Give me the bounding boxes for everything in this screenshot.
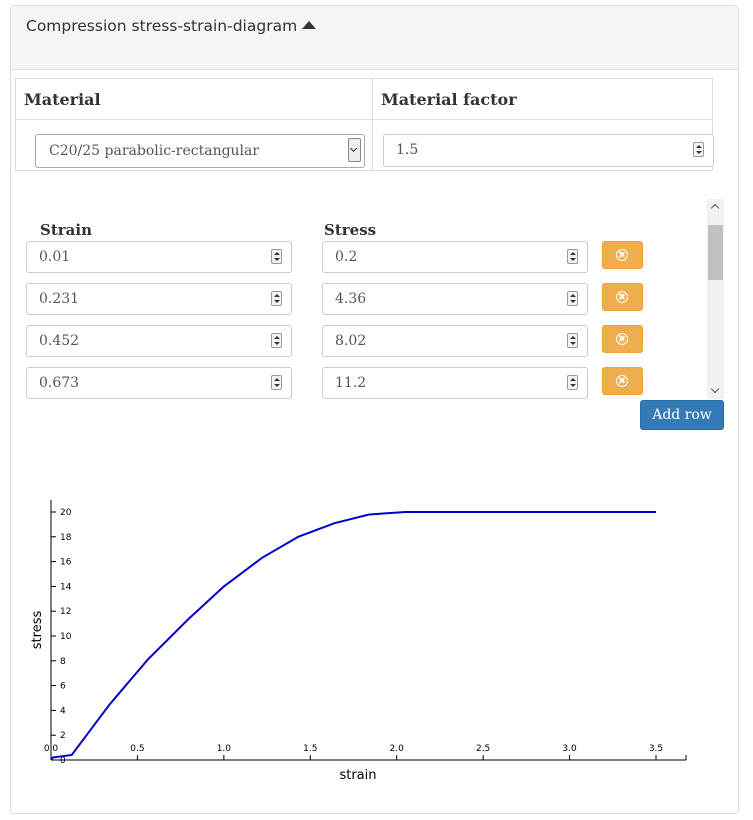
scrollbar-thumb[interactable] [708, 225, 723, 280]
stepper-icon[interactable] [693, 142, 704, 157]
strain-value: 0.01 [39, 249, 71, 265]
add-row-button[interactable]: Add row [640, 400, 724, 430]
stress-strain-line [50, 511, 656, 761]
caret-up-icon[interactable] [302, 21, 317, 29]
stress-header: Stress [324, 221, 377, 239]
strain-input[interactable]: 0.231 [26, 283, 292, 315]
stepper-icon[interactable] [567, 375, 578, 390]
remove-circle-icon [616, 375, 628, 387]
x-tick-label: 0.5 [130, 744, 144, 754]
material-factor-value: 1.5 [396, 142, 419, 158]
y-tick-label: 14 [60, 582, 72, 592]
material-select-value: C20/25 parabolic-rectangular [49, 143, 260, 159]
remove-circle-icon [616, 249, 628, 261]
panel-title[interactable]: Compression stress-strain-diagram [26, 17, 317, 35]
x-tick-label: 1.0 [217, 744, 232, 754]
stepper-icon[interactable] [271, 249, 282, 264]
panel-heading[interactable]: Compression stress-strain-diagram [11, 6, 738, 70]
y-tick-label: 10 [60, 632, 72, 642]
y-tick-label: 20 [60, 508, 72, 518]
delete-row-button[interactable] [602, 325, 643, 353]
strain-header: Strain [40, 221, 92, 239]
stress-value: 11.2 [335, 375, 367, 391]
x-tick-label: 3.5 [649, 744, 663, 754]
stepper-icon[interactable] [271, 375, 282, 390]
x-tick-label: 0.0 [44, 744, 59, 754]
delete-row-button[interactable] [602, 241, 643, 269]
stepper-icon[interactable] [271, 333, 282, 348]
stress-value: 4.36 [335, 291, 367, 307]
remove-circle-icon [616, 333, 628, 345]
remove-circle-icon [616, 291, 628, 303]
stress-input[interactable]: 8.02 [322, 325, 588, 357]
y-tick-label: 8 [60, 657, 66, 667]
y-tick-label: 4 [60, 706, 66, 716]
y-tick-label: 18 [60, 533, 72, 543]
stress-input[interactable]: 11.2 [322, 367, 588, 399]
material-header: Material [15, 78, 373, 120]
strain-value: 0.673 [39, 375, 80, 391]
stress-input[interactable]: 4.36 [322, 283, 588, 315]
delete-row-button[interactable] [602, 283, 643, 311]
x-tick-label: 2.0 [390, 744, 405, 754]
x-tick-label: 3.0 [562, 744, 577, 754]
stress-value: 0.2 [335, 249, 358, 265]
stepper-icon[interactable] [567, 333, 578, 348]
stepper-icon[interactable] [567, 291, 578, 306]
x-axis-label: strain [339, 768, 376, 783]
material-select[interactable]: C20/25 parabolic-rectangular [35, 134, 365, 168]
stepper-icon[interactable] [567, 249, 578, 264]
rows-scrollbar[interactable] [707, 199, 724, 399]
strain-input[interactable]: 0.01 [26, 241, 292, 273]
x-tick-label: 1.5 [303, 744, 317, 754]
stepper-icon[interactable] [271, 291, 282, 306]
strain-value: 0.452 [39, 333, 80, 349]
y-tick-label: 6 [60, 682, 66, 692]
y-tick-label: 0 [60, 756, 66, 766]
y-tick-label: 2 [60, 731, 66, 741]
strain-input[interactable]: 0.673 [26, 367, 292, 399]
stress-value: 8.02 [335, 333, 367, 349]
material-factor-input[interactable]: 1.5 [383, 134, 714, 167]
strain-value: 0.231 [39, 291, 80, 307]
x-tick-label: 2.5 [476, 744, 490, 754]
delete-row-button[interactable] [602, 367, 643, 395]
stress-input[interactable]: 0.2 [322, 241, 588, 273]
strain-input[interactable]: 0.452 [26, 325, 292, 357]
panel-title-text: Compression stress-strain-diagram [26, 17, 298, 35]
y-tick-label: 16 [60, 558, 72, 568]
chevron-down-icon[interactable] [348, 138, 361, 162]
y-tick-label: 12 [60, 607, 71, 617]
y-axis-label: stress [30, 611, 45, 650]
